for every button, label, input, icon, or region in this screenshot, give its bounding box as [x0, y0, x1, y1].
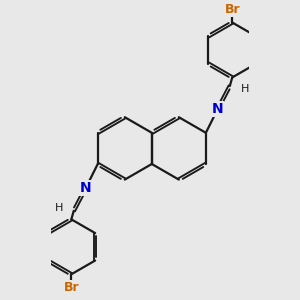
- Text: H: H: [55, 203, 63, 213]
- Text: N: N: [212, 102, 224, 116]
- Text: N: N: [80, 181, 92, 195]
- Text: Br: Br: [64, 281, 79, 294]
- Text: H: H: [241, 84, 249, 94]
- Text: Br: Br: [224, 3, 240, 16]
